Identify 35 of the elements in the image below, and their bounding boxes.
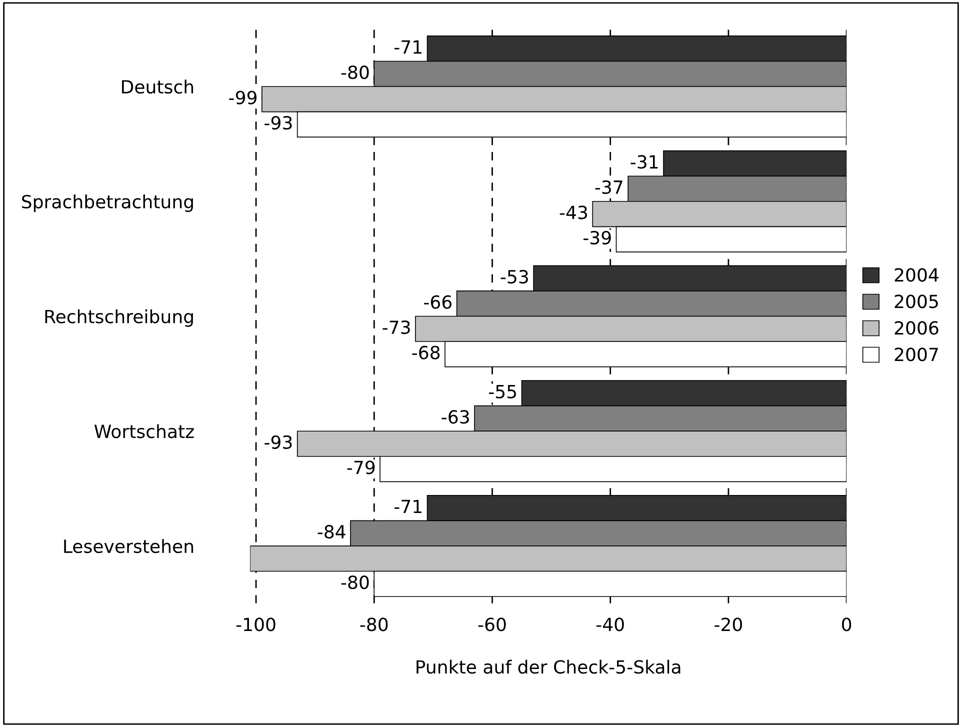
data-label: -66 (424, 295, 452, 309)
data-label: -43 (560, 206, 588, 220)
data-label: -39 (583, 230, 611, 245)
data-label: -93 (264, 116, 292, 130)
x-tick-label: -100 (236, 618, 276, 632)
data-label: -68 (412, 346, 440, 360)
x-axis-title: Punkte auf der Check-5-Skala (416, 660, 680, 674)
legend-label: 2006 (894, 321, 938, 335)
legend-label: 2007 (894, 348, 938, 362)
x-tick-label: 0 (842, 618, 852, 632)
data-label: -53 (500, 270, 528, 284)
legend-label: 2004 (894, 268, 938, 282)
y-tick-label: Deutsch (122, 80, 194, 94)
data-label: -84 (318, 524, 346, 539)
x-tick-label: -80 (360, 618, 388, 632)
data-label: -71 (394, 500, 422, 514)
data-label: -73 (382, 320, 410, 334)
data-label: -80 (341, 575, 369, 590)
data-label: -37 (595, 180, 622, 194)
x-tick-label: -20 (714, 618, 742, 632)
data-label: -63 (442, 410, 469, 424)
data-label: -79 (347, 460, 375, 474)
data-label: -55 (488, 385, 516, 398)
y-tick-label: Wortschatz (94, 424, 194, 438)
y-tick-label: Leseverstehen (64, 539, 194, 554)
x-tick-label: -40 (596, 618, 624, 632)
y-tick-label: Rechtschreibung (45, 309, 193, 327)
legend-label: 2005 (894, 294, 938, 308)
data-label: -71 (394, 40, 422, 54)
x-tick-label: -60 (478, 618, 506, 632)
y-tick-label: Sprachbetrachtung (22, 194, 193, 212)
data-label: -99 (229, 90, 256, 104)
data-label: -93 (264, 435, 292, 449)
data-label: -31 (630, 155, 658, 169)
data-label: -80 (341, 65, 369, 80)
